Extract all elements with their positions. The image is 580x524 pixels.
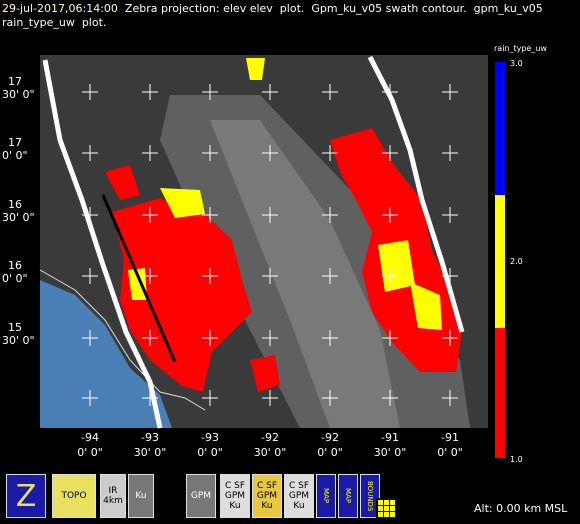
lon-label: -93 <box>141 431 159 444</box>
toolbar-icon[interactable]: C SF GPM Ku <box>284 474 314 518</box>
lat-label: 0' 0" <box>2 272 28 285</box>
lat-label: 16 <box>8 259 22 272</box>
colorbar-label: 3.0 <box>510 59 523 68</box>
toolbar-icon[interactable]: TOPO <box>52 474 96 518</box>
lon-label: 30' 0" <box>374 446 407 459</box>
toolbar-icon[interactable]: Ku <box>128 474 154 518</box>
ocean <box>40 280 172 428</box>
toolbar-icon[interactable]: GPM <box>186 474 216 518</box>
lon-label: 0' 0" <box>77 446 103 459</box>
toolbar-icon[interactable]: C SF GPM Ku <box>220 474 250 518</box>
rain-area <box>112 198 252 392</box>
coastline <box>39 269 206 411</box>
lon-label: 0' 0" <box>437 446 463 459</box>
rain-area <box>105 165 140 200</box>
lon-label: -91 <box>381 431 399 444</box>
lon-label: 0' 0" <box>197 446 223 459</box>
rain-area <box>246 58 265 80</box>
lat-label: 30' 0" <box>2 88 35 101</box>
lon-label: 30' 0" <box>134 446 167 459</box>
lon-label: -92 <box>321 431 339 444</box>
status: Alt: 0.00 km MSL <box>474 502 568 515</box>
grid-toggle[interactable] <box>376 498 396 518</box>
toolbar-icon[interactable]: C SF GPM Ku <box>252 474 282 518</box>
rain-area <box>378 240 415 292</box>
lat-label: 16 <box>8 198 22 211</box>
lat-label: 30' 0" <box>2 211 35 224</box>
swath-edge <box>42 59 163 429</box>
colorbar-segment <box>495 328 505 458</box>
header-line: 29-jul-2017,06:14:00 Zebra projection: e… <box>2 2 543 15</box>
timestamp: 29-jul-2017,06:14:00 <box>2 2 118 15</box>
lat-label: 0' 0" <box>2 149 28 162</box>
toolbar-icon[interactable]: BOUNDS <box>360 474 380 518</box>
lat-label: 15 <box>8 321 22 334</box>
cross-section-line <box>101 194 177 363</box>
header-text: rain_type_uw plot. <box>2 16 107 29</box>
swath-edge <box>367 55 465 333</box>
toolbar-icon[interactable]: MAP <box>316 474 336 518</box>
colorbar-segment <box>495 62 505 195</box>
lon-label: -92 <box>261 431 279 444</box>
lon-label: 0' 0" <box>317 446 343 459</box>
rain-area <box>160 188 205 218</box>
lon-label: 30' 0" <box>254 446 287 459</box>
rain-area <box>250 355 280 392</box>
colorbar-title: rain_type_uw <box>494 44 547 53</box>
lon-label: -91 <box>441 431 459 444</box>
lat-label: 17 <box>8 75 22 88</box>
toolbar-icon[interactable]: MAP <box>338 474 358 518</box>
header-text: Zebra projection: elev elev plot. Gpm_ku… <box>124 2 543 15</box>
lon-label: -94 <box>81 431 99 444</box>
colorbar-label: 2.0 <box>510 257 523 266</box>
lat-label: 30' 0" <box>2 334 35 347</box>
terrain <box>210 120 400 428</box>
colorbar-segment <box>495 195 505 328</box>
rain-area <box>410 282 442 330</box>
toolbar-icon[interactable]: IR 4km <box>100 474 126 518</box>
colorbar-label: 1.0 <box>510 455 523 464</box>
lat-label: 17 <box>8 136 22 149</box>
lon-label: -93 <box>201 431 219 444</box>
grid-crosses <box>82 84 458 406</box>
toolbar-icon[interactable]: Z <box>6 474 46 518</box>
